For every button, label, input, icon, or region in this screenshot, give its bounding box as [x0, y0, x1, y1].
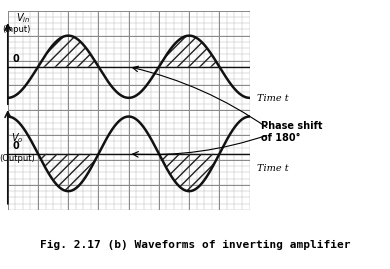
- Text: Phase shift
of 180°: Phase shift of 180°: [261, 121, 323, 143]
- Text: $V_o$: $V_o$: [11, 131, 23, 144]
- Text: Time t: Time t: [257, 94, 288, 103]
- Text: (Output): (Output): [0, 154, 35, 163]
- Text: $V_{in}$: $V_{in}$: [16, 11, 30, 25]
- Text: 0: 0: [12, 54, 20, 64]
- Text: (Input): (Input): [3, 25, 31, 34]
- Text: Fig. 2.17 (b) Waveforms of inverting amplifier: Fig. 2.17 (b) Waveforms of inverting amp…: [40, 240, 350, 250]
- Text: 0: 0: [12, 141, 20, 151]
- Text: Time t: Time t: [257, 164, 288, 173]
